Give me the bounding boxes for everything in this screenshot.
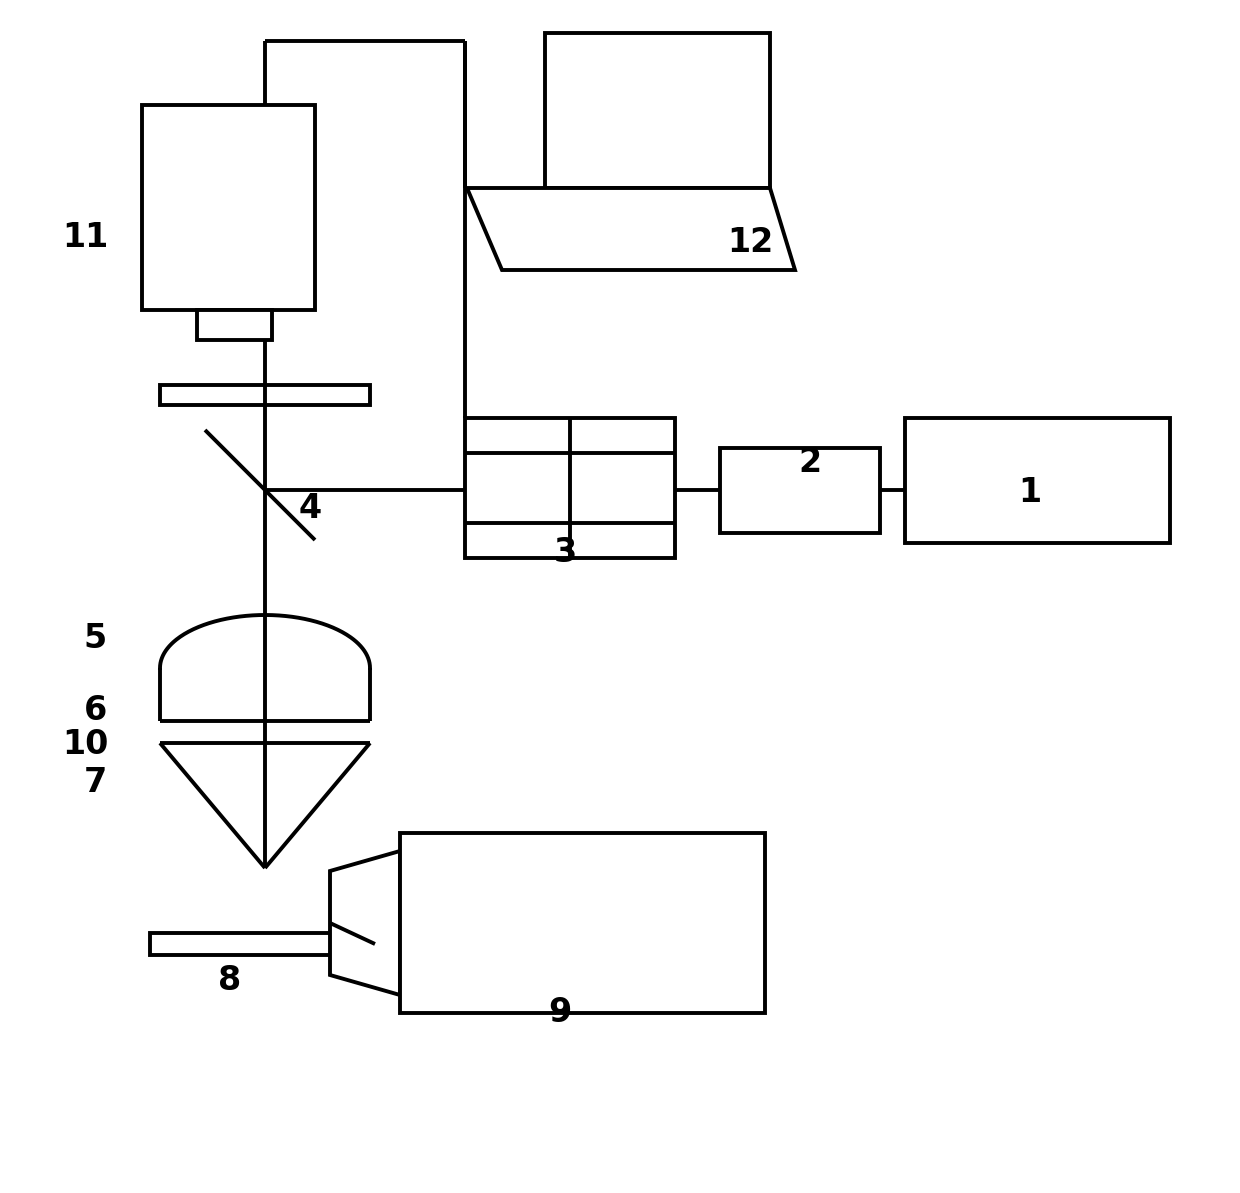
Text: 9: 9 <box>548 996 572 1030</box>
Polygon shape <box>330 851 401 995</box>
Bar <box>546 33 770 188</box>
Bar <box>905 418 1171 543</box>
Text: 1: 1 <box>1018 476 1042 509</box>
Bar <box>197 310 272 340</box>
Text: 12: 12 <box>727 227 773 260</box>
Bar <box>720 449 880 533</box>
Polygon shape <box>467 188 795 270</box>
Bar <box>401 833 765 1013</box>
Text: 5: 5 <box>83 622 107 655</box>
Text: 7: 7 <box>83 766 107 799</box>
Text: 6: 6 <box>83 694 107 728</box>
Text: 2: 2 <box>799 446 822 480</box>
Text: 4: 4 <box>299 492 321 525</box>
Bar <box>465 418 675 558</box>
Bar <box>143 105 315 310</box>
Text: 3: 3 <box>553 537 577 569</box>
Text: 10: 10 <box>62 729 108 761</box>
Text: 11: 11 <box>62 222 108 254</box>
Bar <box>150 933 374 956</box>
Text: 8: 8 <box>218 964 242 997</box>
Bar <box>160 385 370 404</box>
